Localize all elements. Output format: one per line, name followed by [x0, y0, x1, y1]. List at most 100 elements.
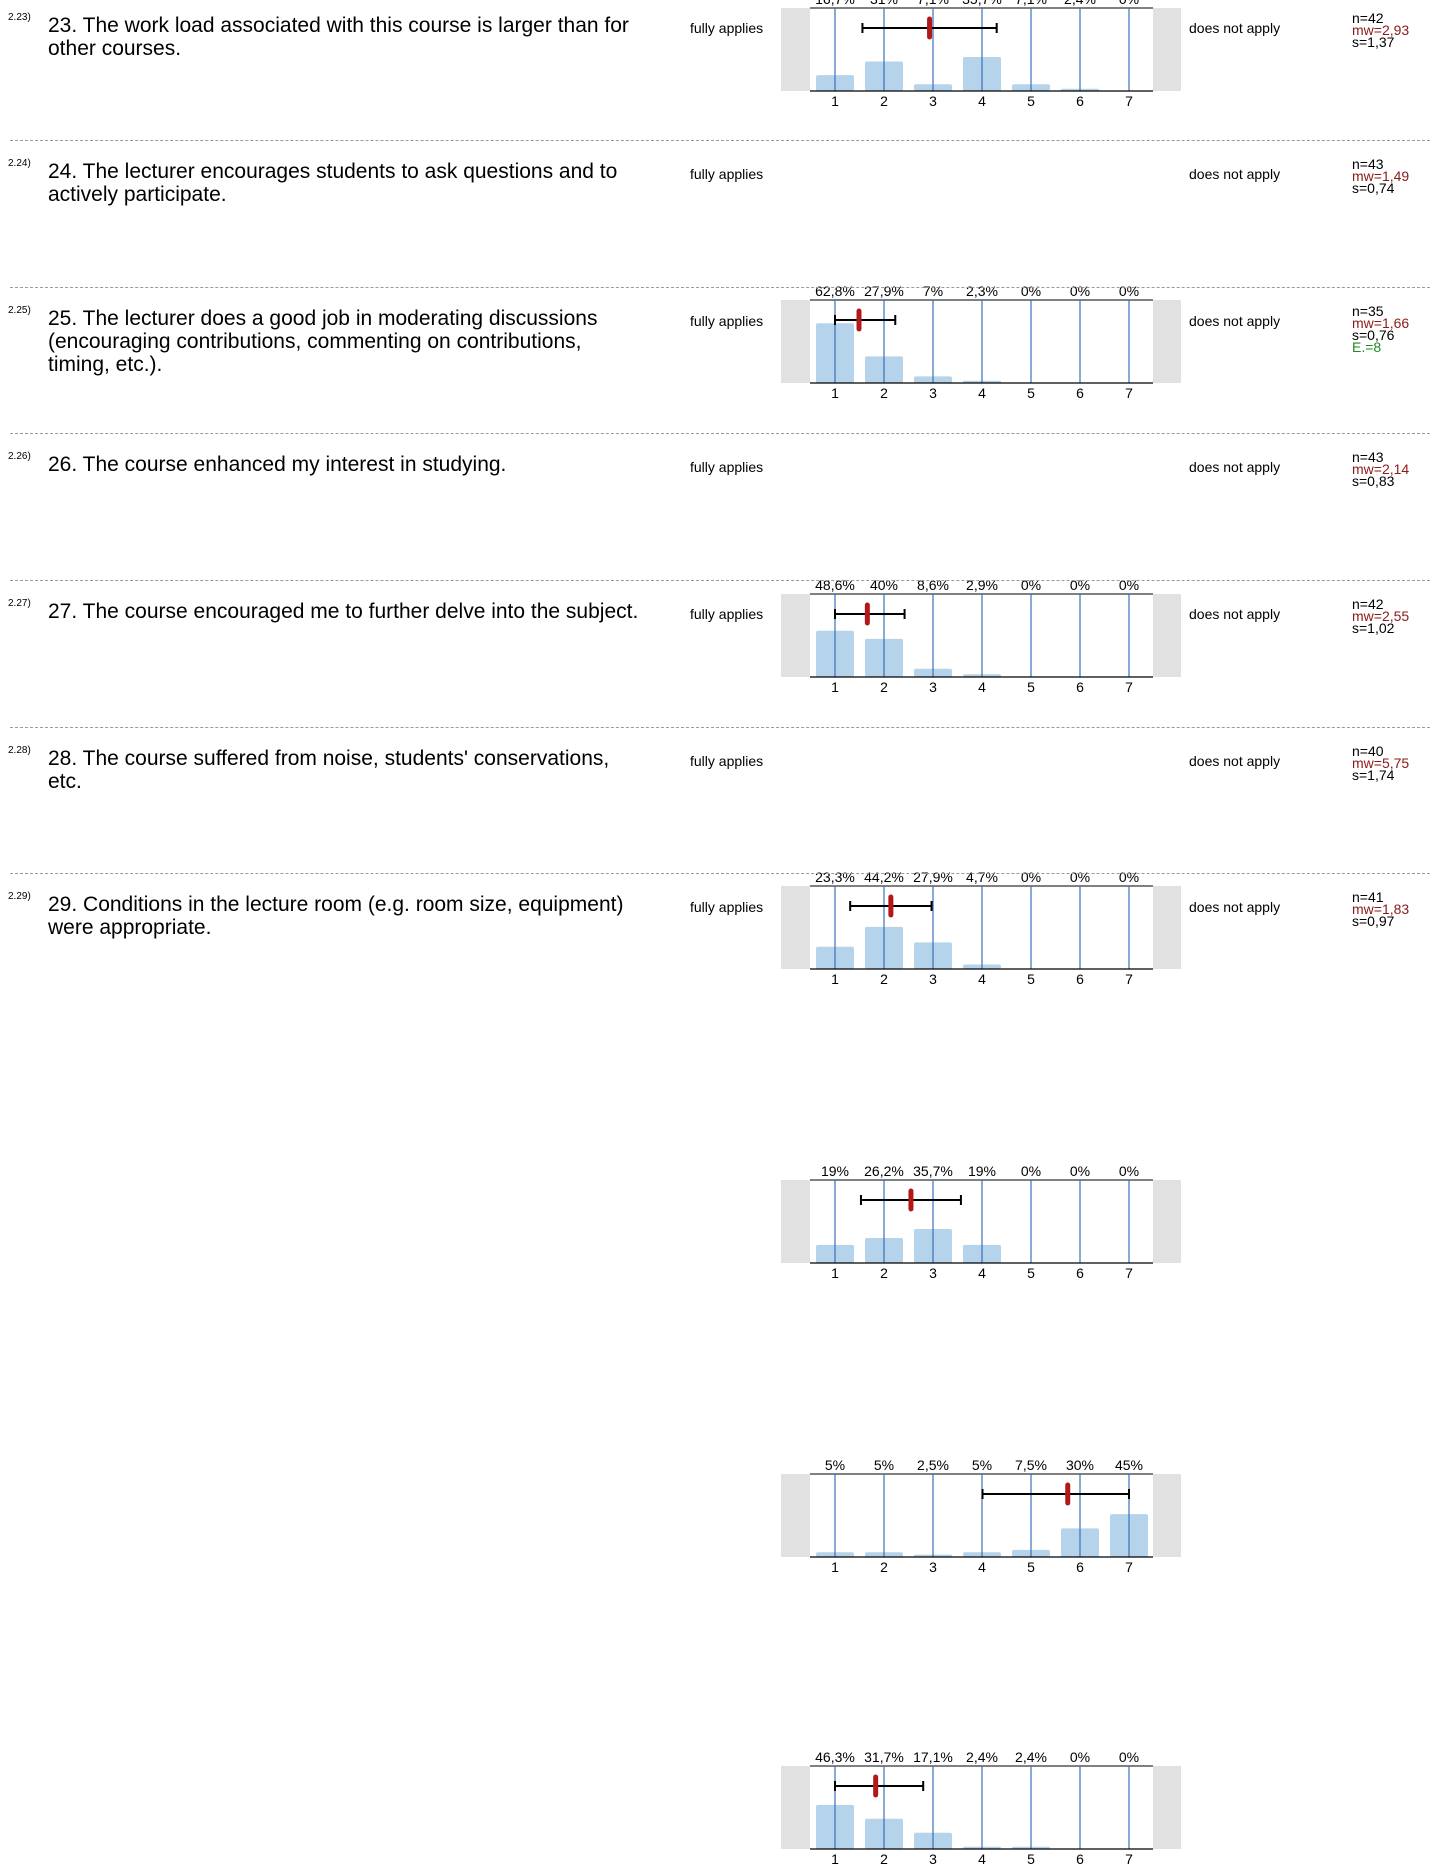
question-row: 2.24) 24. The lecturer encourages student… — [0, 140, 1440, 401]
question-row: 2.23) 23. The work load associated with t… — [0, 0, 1440, 141]
question-row: 2.25) 25. The lecturer does a good job in… — [0, 287, 1440, 695]
data-label: 45% — [1115, 1457, 1143, 1473]
question-text: 28. The course suffered from noise, stud… — [48, 747, 610, 793]
left-side-box — [781, 1766, 810, 1849]
left-side-box — [781, 886, 810, 969]
tick-label: 3 — [929, 93, 937, 109]
data-label: 35,7% — [962, 0, 1002, 7]
data-label: 7,5% — [1015, 1457, 1047, 1473]
tick-label: 4 — [978, 1265, 986, 1281]
scale-right-label: does not apply — [1189, 606, 1281, 622]
data-label: 48,6% — [815, 577, 855, 593]
left-side-box — [781, 1180, 810, 1263]
data-label: 5% — [825, 1457, 845, 1473]
stat-n: n=40 — [1352, 743, 1384, 759]
scale-left-label: fully applies — [690, 313, 764, 329]
stat-sd: s=0,97 — [1352, 913, 1395, 929]
distribution-chart: 19% 26,2% 35,7% 19% 0% 0% 0% 1 2 3 4 5 6 7 — [781, 1163, 1181, 1281]
data-label: 35,7% — [913, 1163, 953, 1179]
data-label: 2,4% — [1064, 0, 1096, 7]
row-separator — [10, 873, 1430, 874]
question-text: 26. The course enhanced my interest in s… — [48, 453, 507, 476]
data-label: 8,6% — [917, 577, 949, 593]
tick-label: 2 — [880, 385, 888, 401]
right-side-box — [1153, 300, 1181, 383]
stat-mean: mw=2,93 — [1352, 22, 1410, 38]
right-side-box — [1153, 8, 1181, 91]
right-side-box — [1153, 1180, 1181, 1263]
stat-mean: mw=1,66 — [1352, 315, 1410, 331]
stat-n: n=35 — [1352, 303, 1384, 319]
tick-label: 4 — [978, 679, 986, 695]
scale-right-label: does not apply — [1189, 899, 1281, 915]
data-label: 2,9% — [966, 577, 998, 593]
left-side-box — [781, 594, 810, 677]
data-label: 0% — [1070, 1163, 1090, 1179]
tick-label: 3 — [929, 1265, 937, 1281]
tick-label: 1 — [831, 679, 839, 695]
tick-label: 7 — [1125, 93, 1133, 109]
tick-label: 3 — [929, 679, 937, 695]
scale-right-label: does not apply — [1189, 313, 1281, 329]
tick-label: 3 — [929, 1851, 937, 1867]
question-text: 27. The course encouraged me to further … — [48, 600, 639, 623]
tick-label: 1 — [831, 1851, 839, 1867]
stat-abstentions: E.=8 — [1352, 339, 1382, 355]
question-row: 2.28) 28. The course suffered from noise,… — [0, 727, 1440, 1575]
distribution-chart: 5% 5% 2,5% 5% 7,5% 30% 45% 1 2 3 4 5 6 7 — [781, 1457, 1181, 1575]
data-label: 0% — [1119, 0, 1139, 7]
data-label: 2,4% — [1015, 1749, 1047, 1765]
tick-label: 5 — [1027, 971, 1035, 987]
tick-label: 2 — [880, 679, 888, 695]
question-number: 2.29) — [8, 891, 31, 902]
question-number: 2.23) — [8, 12, 31, 23]
tick-label: 4 — [978, 1851, 986, 1867]
scale-left-label: fully applies — [690, 606, 764, 622]
stat-mean: mw=1,83 — [1352, 901, 1410, 917]
tick-label: 2 — [880, 1559, 888, 1575]
statistics: n=42 mw=2,93 s=1,37 — [1352, 10, 1410, 49]
stat-mean: mw=1,49 — [1352, 168, 1410, 184]
data-label: 2,4% — [966, 1749, 998, 1765]
right-side-box — [1153, 1766, 1181, 1849]
tick-label: 6 — [1076, 1559, 1084, 1575]
data-label: 5% — [972, 1457, 992, 1473]
data-label: 7,1% — [1015, 0, 1047, 7]
stat-n: n=43 — [1352, 449, 1384, 465]
stat-sd: s=1,02 — [1352, 620, 1395, 636]
stat-n: n=42 — [1352, 10, 1384, 26]
data-label: 16,7% — [815, 0, 855, 7]
data-label: 31,7% — [864, 1749, 904, 1765]
question-row: 2.26) 26. The course enhanced my interest… — [0, 433, 1440, 987]
scale-left-label: fully applies — [690, 20, 764, 36]
tick-label: 7 — [1125, 385, 1133, 401]
tick-label: 2 — [880, 971, 888, 987]
row-separator — [10, 433, 1430, 434]
tick-label: 1 — [831, 385, 839, 401]
tick-label: 6 — [1076, 1265, 1084, 1281]
stat-n: n=43 — [1352, 156, 1384, 172]
data-label: 0% — [1070, 577, 1090, 593]
stat-sd: s=0,83 — [1352, 473, 1395, 489]
data-label: 0% — [1119, 1749, 1139, 1765]
data-label: 17,1% — [913, 1749, 953, 1765]
tick-label: 5 — [1027, 93, 1035, 109]
tick-label: 2 — [880, 1265, 888, 1281]
data-label: 19% — [968, 1163, 996, 1179]
question-number: 2.24) — [8, 158, 31, 169]
tick-label: 7 — [1125, 1265, 1133, 1281]
tick-label: 3 — [929, 971, 937, 987]
tick-label: 7 — [1125, 679, 1133, 695]
left-side-box — [781, 8, 810, 91]
tick-label: 1 — [831, 1265, 839, 1281]
scale-left-label: fully applies — [690, 899, 764, 915]
distribution-chart: 48,6% 40% 8,6% 2,9% 0% 0% 0% 1 2 3 4 5 6 7 — [781, 577, 1181, 695]
scale-left-label: fully applies — [690, 753, 764, 769]
tick-label: 2 — [880, 93, 888, 109]
data-label: 26,2% — [864, 1163, 904, 1179]
right-side-box — [1153, 886, 1181, 969]
tick-label: 5 — [1027, 1559, 1035, 1575]
tick-label: 2 — [880, 1851, 888, 1867]
tick-label: 4 — [978, 971, 986, 987]
statistics: n=40 mw=5,75 s=1,74 — [1352, 743, 1409, 782]
